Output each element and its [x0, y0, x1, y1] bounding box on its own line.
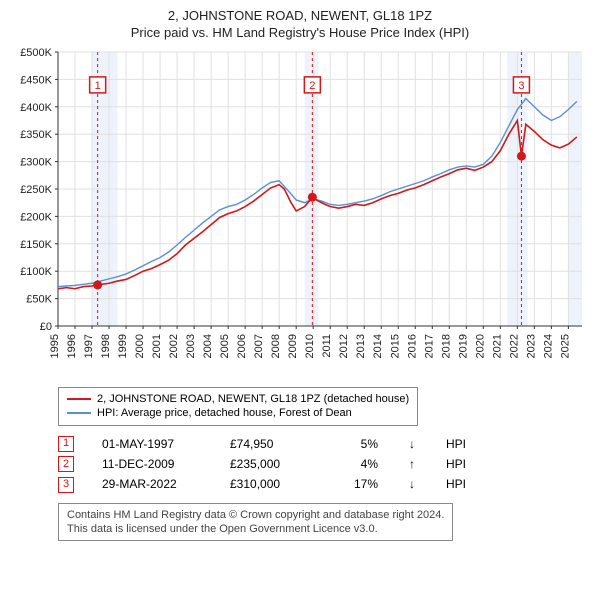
svg-text:2013: 2013: [355, 334, 367, 358]
svg-text:£300K: £300K: [20, 157, 52, 169]
svg-text:2010: 2010: [304, 334, 316, 358]
svg-text:2017: 2017: [423, 334, 435, 358]
svg-text:2: 2: [309, 80, 315, 92]
svg-text:2024: 2024: [542, 334, 554, 358]
svg-text:2001: 2001: [151, 334, 163, 358]
title-block: 2, JOHNSTONE ROAD, NEWENT, GL18 1PZ Pric…: [10, 8, 590, 40]
sale-price: £235,000: [230, 454, 310, 474]
legend-swatch: [67, 412, 91, 414]
svg-text:1996: 1996: [66, 334, 78, 358]
svg-text:1995: 1995: [49, 334, 61, 358]
line-chart-svg: £0 £50K £100K £150K £200K £250K £300K £350K £400…: [10, 46, 590, 376]
arrow-down-icon: ↓: [406, 434, 418, 454]
sale-pct: 4%: [338, 454, 378, 474]
svg-text:1998: 1998: [100, 334, 112, 358]
svg-text:2006: 2006: [236, 334, 248, 358]
sale-against: HPI: [446, 454, 466, 474]
svg-text:1997: 1997: [83, 334, 95, 358]
svg-text:2014: 2014: [372, 334, 384, 358]
sale-against: HPI: [446, 474, 466, 494]
svg-text:2021: 2021: [491, 334, 503, 358]
svg-text:1: 1: [95, 80, 101, 92]
svg-text:£450K: £450K: [20, 74, 52, 86]
svg-text:£500K: £500K: [20, 47, 52, 59]
svg-text:£0: £0: [40, 321, 52, 333]
svg-text:2011: 2011: [321, 334, 333, 358]
svg-text:2023: 2023: [525, 334, 537, 358]
sale-row: 1 01-MAY-1997 £74,950 5% ↓ HPI: [58, 434, 590, 454]
svg-text:£250K: £250K: [20, 184, 52, 196]
svg-text:2018: 2018: [440, 334, 452, 358]
svg-text:£200K: £200K: [20, 211, 52, 223]
svg-text:2009: 2009: [287, 334, 299, 358]
svg-text:1999: 1999: [117, 334, 129, 358]
sale-date: 01-MAY-1997: [102, 434, 202, 454]
legend-label: 2, JOHNSTONE ROAD, NEWENT, GL18 1PZ (det…: [97, 392, 409, 406]
arrow-down-icon: ↓: [406, 474, 418, 494]
legend-item: HPI: Average price, detached house, Fore…: [67, 406, 409, 420]
sale-pct: 5%: [338, 434, 378, 454]
legend-swatch: [67, 398, 91, 400]
svg-text:2008: 2008: [270, 334, 282, 358]
svg-text:£400K: £400K: [20, 102, 52, 114]
svg-text:3: 3: [518, 80, 524, 92]
legend-label: HPI: Average price, detached house, Fore…: [97, 406, 352, 420]
svg-text:2002: 2002: [168, 334, 180, 358]
sale-marker: 3: [58, 477, 74, 493]
svg-text:£350K: £350K: [20, 129, 52, 141]
sale-row: 3 29-MAR-2022 £310,000 17% ↓ HPI: [58, 474, 590, 494]
svg-text:2003: 2003: [185, 334, 197, 358]
sale-marker: 2: [58, 456, 74, 472]
arrow-up-icon: ↑: [406, 454, 418, 474]
title-address: 2, JOHNSTONE ROAD, NEWENT, GL18 1PZ: [10, 8, 590, 23]
svg-text:£100K: £100K: [20, 266, 52, 278]
svg-text:2015: 2015: [389, 334, 401, 358]
attribution-line2: This data is licensed under the Open Gov…: [67, 522, 444, 536]
sale-marker: 1: [58, 436, 74, 452]
chart-area: £0 £50K £100K £150K £200K £250K £300K £350K £400…: [10, 46, 590, 381]
svg-text:2007: 2007: [253, 334, 265, 358]
svg-text:2000: 2000: [134, 334, 146, 358]
sale-price: £310,000: [230, 474, 310, 494]
svg-text:2012: 2012: [338, 334, 350, 358]
sales-table: 1 01-MAY-1997 £74,950 5% ↓ HPI 2 11-DEC-2009 £23…: [58, 434, 590, 495]
sale-price: £74,950: [230, 434, 310, 454]
chart-container: 2, JOHNSTONE ROAD, NEWENT, GL18 1PZ Pric…: [0, 0, 600, 545]
svg-text:2016: 2016: [406, 334, 418, 358]
svg-text:£150K: £150K: [20, 239, 52, 251]
sale-row: 2 11-DEC-2009 £235,000 4% ↑ HPI: [58, 454, 590, 474]
svg-text:2022: 2022: [508, 334, 520, 358]
svg-text:£50K: £50K: [26, 294, 52, 306]
sale-against: HPI: [446, 434, 466, 454]
title-subtitle: Price paid vs. HM Land Registry's House …: [10, 25, 590, 40]
legend: 2, JOHNSTONE ROAD, NEWENT, GL18 1PZ (det…: [58, 387, 418, 426]
svg-text:2020: 2020: [474, 334, 486, 358]
sale-pct: 17%: [338, 474, 378, 494]
attribution-line1: Contains HM Land Registry data © Crown c…: [67, 508, 444, 522]
svg-text:2005: 2005: [219, 334, 231, 358]
svg-text:2019: 2019: [457, 334, 469, 358]
svg-text:2004: 2004: [202, 334, 214, 358]
sale-date: 29-MAR-2022: [102, 474, 202, 494]
sale-date: 11-DEC-2009: [102, 454, 202, 474]
attribution-box: Contains HM Land Registry data © Crown c…: [58, 503, 453, 542]
legend-item: 2, JOHNSTONE ROAD, NEWENT, GL18 1PZ (det…: [67, 392, 409, 406]
svg-text:2025: 2025: [559, 334, 571, 358]
